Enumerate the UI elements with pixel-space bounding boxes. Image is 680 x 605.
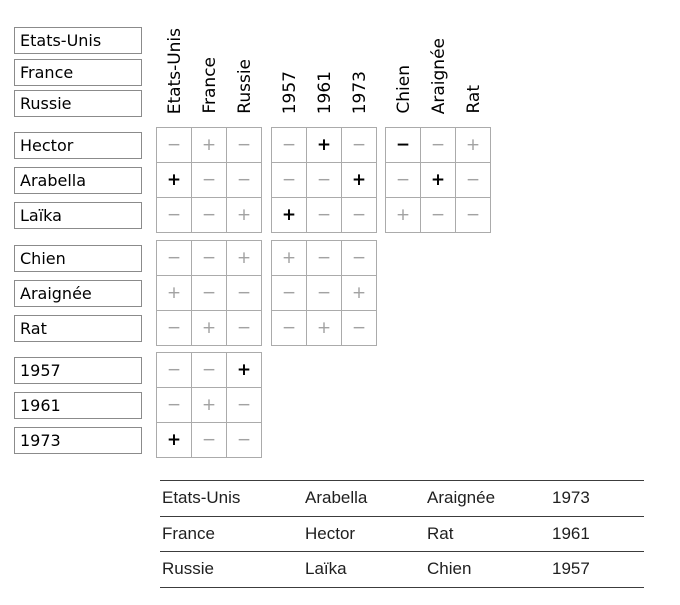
solution-cell: Russie [160,551,303,588]
grid-cell[interactable]: + [157,276,192,311]
grid-cell[interactable]: − [272,128,307,163]
grid-cell[interactable]: − [272,311,307,346]
row-label-box: Araignée [14,280,142,307]
grid-cell[interactable]: − [342,241,377,276]
solution-row: Russie Laïka Chien 1957 [160,551,644,588]
grid-cell[interactable]: − [157,353,192,388]
solution-cell: 1957 [550,551,644,588]
column-header: Russie [234,59,255,114]
grid-cell[interactable]: − [386,128,421,163]
grid-cell[interactable]: + [192,128,227,163]
solution-cell: 1961 [550,515,644,552]
column-header: Chien [393,65,414,114]
solution-table: Etats-Unis Arabella Araignée 1973 France Hect… [160,480,644,588]
grid-cell[interactable]: − [192,241,227,276]
grid-cell[interactable]: − [157,128,192,163]
grid-cell[interactable]: + [421,163,456,198]
solution-cell: Chien [425,551,550,588]
row-label-box: Chien [14,245,142,272]
row-label-box: Hector [14,132,142,159]
grid-cell[interactable]: − [421,128,456,163]
grid-cell[interactable]: + [227,241,262,276]
solution-cell: Arabella [303,480,425,516]
solution-cell: 1973 [550,480,644,516]
grid-cell[interactable]: + [307,311,342,346]
grid-cell[interactable]: − [227,163,262,198]
grid-cell[interactable]: − [157,388,192,423]
grid-cell[interactable]: + [227,353,262,388]
column-header: Araignée [428,37,449,114]
grid-cell[interactable]: − [307,241,342,276]
grid-cell[interactable]: + [192,311,227,346]
grid-cell[interactable]: − [456,198,491,233]
grid-cell[interactable]: + [227,198,262,233]
column-header: 1961 [314,70,335,114]
category-item-box: Etats-Unis [14,27,142,54]
grid-block: − − + − + − + − − [156,352,262,458]
category-item-box: France [14,58,142,86]
grid-cell[interactable]: − [342,128,377,163]
grid-cell[interactable]: − [192,163,227,198]
grid-cell[interactable]: − [421,198,456,233]
grid-cell[interactable]: − [342,198,377,233]
grid-cell[interactable]: − [342,311,377,346]
grid-cell[interactable]: − [157,241,192,276]
grid-cell[interactable]: − [307,198,342,233]
row-label-box: 1957 [14,357,142,384]
grid-cell[interactable]: + [192,388,227,423]
grid-cell[interactable]: − [227,128,262,163]
column-header: France [199,57,220,114]
row-label-box: 1973 [14,427,142,454]
grid-cell[interactable]: − [227,311,262,346]
solution-cell: Araignée [425,480,550,516]
solution-row: Etats-Unis Arabella Araignée 1973 [160,480,644,516]
row-label-box: Laïka [14,202,142,229]
grid-cell[interactable]: + [272,198,307,233]
category-item-box: Russie [14,90,142,117]
grid-block: − + − − − + + − − [271,127,377,233]
column-header: 1973 [349,70,370,114]
grid-cell[interactable]: + [456,128,491,163]
grid-cell[interactable]: − [192,198,227,233]
grid-cell[interactable]: + [157,423,192,458]
grid-cell[interactable]: − [272,163,307,198]
grid-cell[interactable]: − [307,276,342,311]
grid-cell[interactable]: + [342,276,377,311]
grid-cell[interactable]: + [272,241,307,276]
solution-cell: Hector [303,515,425,552]
grid-cell[interactable]: + [157,163,192,198]
grid-cell[interactable]: − [272,276,307,311]
solution-cell: Rat [425,515,550,552]
column-header: Rat [463,85,484,114]
grid-cell[interactable]: − [192,353,227,388]
grid-block: − − + + − − − + − [156,240,262,346]
grid-cell[interactable]: − [227,388,262,423]
grid-cell[interactable]: − [227,423,262,458]
grid-block: − + − + − − − − + [156,127,262,233]
grid-cell[interactable]: − [307,163,342,198]
grid-cell[interactable]: − [157,198,192,233]
grid-block: − − + − + − + − − [385,127,491,233]
solution-row: France Hector Rat 1961 [160,515,644,552]
row-label-box: Rat [14,315,142,342]
row-label-box: 1961 [14,392,142,419]
grid-cell[interactable]: − [192,423,227,458]
grid-cell[interactable]: − [456,163,491,198]
grid-block: + − − − − + − + − [271,240,377,346]
grid-cell[interactable]: + [342,163,377,198]
grid-cell[interactable]: + [386,198,421,233]
grid-cell[interactable]: − [227,276,262,311]
solution-cell: France [160,515,303,552]
grid-cell[interactable]: − [157,311,192,346]
solution-cell: Laïka [303,551,425,588]
column-header: Etats-Unis [164,27,185,114]
grid-cell[interactable]: + [307,128,342,163]
column-header: 1957 [279,70,300,114]
solution-cell: Etats-Unis [160,480,303,516]
grid-cell[interactable]: − [386,163,421,198]
grid-cell[interactable]: − [192,276,227,311]
row-label-box: Arabella [14,167,142,194]
